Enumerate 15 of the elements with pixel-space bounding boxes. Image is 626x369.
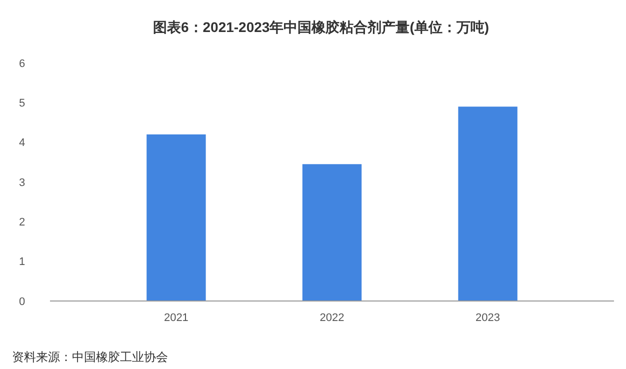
y-tick-label: 4 [18, 137, 26, 150]
x-tick-label: 2021 [164, 312, 188, 324]
x-tick-label: 2023 [476, 312, 500, 324]
y-tick-label: 3 [18, 176, 26, 189]
y-tick-label: 0 [18, 296, 26, 308]
y-tick-label: 2 [18, 216, 26, 229]
chart-title: 图表6：2021-2023年中国橡胶粘合剂产量(单位：万吨) [152, 19, 490, 35]
y-tick-label: 5 [18, 98, 26, 110]
bar [146, 134, 206, 301]
bar [458, 106, 518, 301]
y-tick-label: 6 [18, 58, 26, 70]
bar [302, 164, 362, 301]
y-tick-label: 1 [18, 256, 26, 268]
x-tick-label: 2022 [320, 312, 344, 324]
text: 资料来源：中国橡胶工业协会 [12, 350, 168, 364]
